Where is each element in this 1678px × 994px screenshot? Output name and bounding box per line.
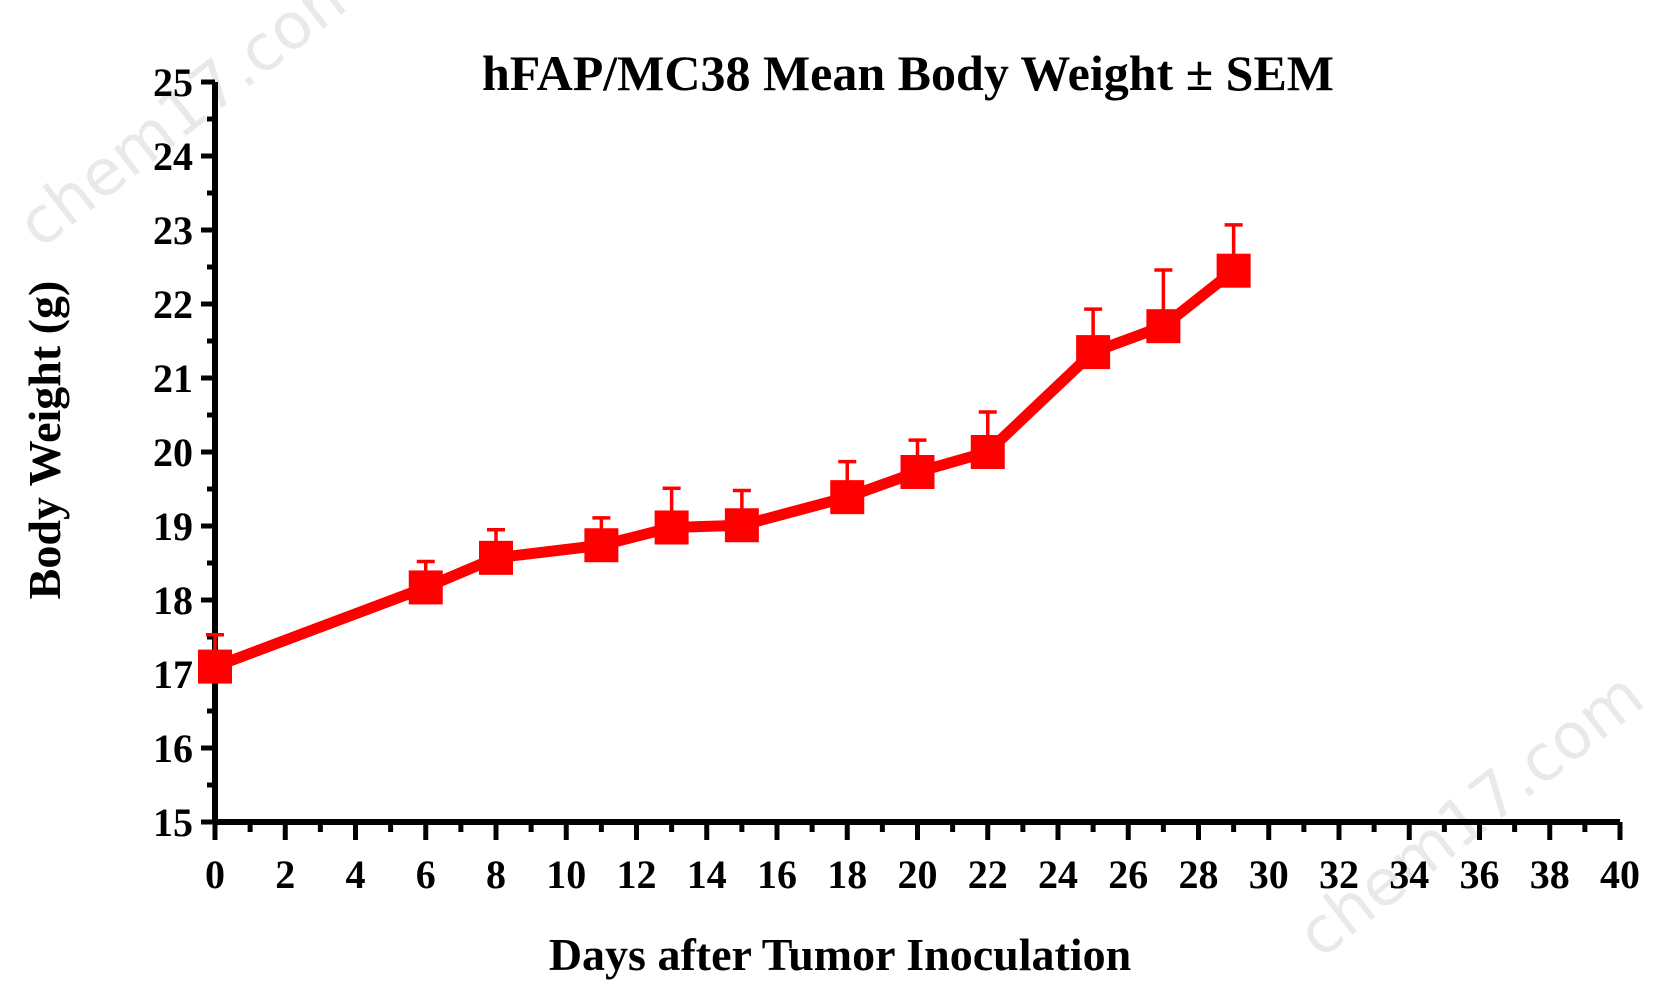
x-tick-label: 24 xyxy=(1038,852,1078,897)
x-tick-label: 12 xyxy=(617,852,657,897)
x-tick-label: 40 xyxy=(1600,852,1640,897)
x-tick-label: 36 xyxy=(1460,852,1500,897)
x-tick-label: 2 xyxy=(275,852,295,897)
x-tick-label: 28 xyxy=(1179,852,1219,897)
x-tick-label: 16 xyxy=(757,852,797,897)
x-tick-label: 34 xyxy=(1389,852,1429,897)
data-point xyxy=(900,454,935,489)
x-tick-label: 18 xyxy=(827,852,867,897)
data-point xyxy=(970,435,1005,469)
y-tick-label: 15 xyxy=(153,800,193,845)
x-axis-label: Days after Tumor Inoculation xyxy=(549,929,1131,980)
x-tick-label: 0 xyxy=(205,852,225,897)
y-tick-label: 17 xyxy=(153,652,193,697)
x-tick-label: 32 xyxy=(1319,852,1359,897)
x-tick-label: 30 xyxy=(1249,852,1289,897)
x-tick-label: 8 xyxy=(486,852,506,897)
data-point xyxy=(1146,309,1181,344)
data-point xyxy=(198,649,232,684)
x-tick-label: 4 xyxy=(346,852,366,897)
series xyxy=(198,223,1251,684)
data-point xyxy=(1216,253,1251,288)
y-tick-label: 19 xyxy=(153,504,193,549)
x-tick-label: 20 xyxy=(898,852,938,897)
data-point xyxy=(479,540,513,575)
y-tick-label: 20 xyxy=(153,430,193,475)
x-tick-label: 10 xyxy=(546,852,586,897)
y-tick-label: 25 xyxy=(153,60,193,105)
x-tick-label: 22 xyxy=(968,852,1008,897)
x-tick-label: 14 xyxy=(687,852,727,897)
data-point xyxy=(830,480,865,515)
data-point xyxy=(654,510,689,545)
chart-title: hFAP/MC38 Mean Body Weight ± SEM xyxy=(482,45,1334,101)
y-tick-label: 24 xyxy=(153,134,193,179)
data-point xyxy=(724,508,759,543)
y-axis-label: Body Weight (g) xyxy=(19,281,70,600)
data-point xyxy=(584,528,619,563)
watermark-text: chem17.com xyxy=(1284,658,1657,972)
y-tick-label: 18 xyxy=(153,578,193,623)
x-tick-label: 6 xyxy=(416,852,436,897)
x-tick-label: 26 xyxy=(1108,852,1148,897)
y-tick-label: 21 xyxy=(153,356,193,401)
y-tick-label: 23 xyxy=(153,208,193,253)
data-point xyxy=(1076,335,1111,370)
y-tick-label: 16 xyxy=(153,726,193,771)
x-tick-label: 38 xyxy=(1530,852,1570,897)
y-tick-label: 22 xyxy=(153,282,193,327)
data-point xyxy=(408,570,443,605)
series-line xyxy=(209,265,1240,673)
